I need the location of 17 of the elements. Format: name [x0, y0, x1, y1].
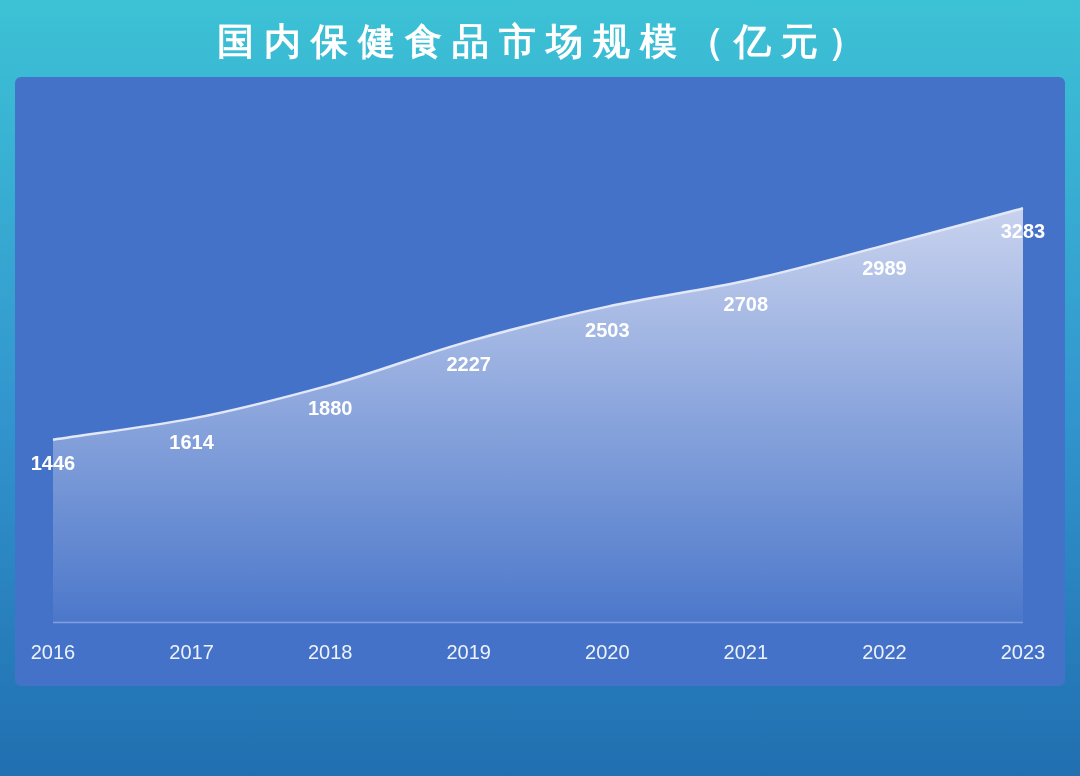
x-tick: 2020 [585, 641, 630, 663]
x-tick: 2023 [1000, 641, 1046, 663]
data-label: 2989 [862, 257, 907, 280]
data-label: 2503 [585, 318, 630, 341]
data-label: 2708 [723, 292, 769, 315]
title: 国内保健食品市场规模（亿元） [217, 21, 875, 62]
x-tick: 2018 [307, 641, 353, 663]
data-label: 1446 [30, 451, 76, 474]
x-tick: 2022 [862, 641, 907, 663]
data-label: 1880 [307, 397, 353, 420]
x-tick: 2021 [723, 641, 769, 663]
x-tick: 2017 [169, 641, 214, 663]
x-tick: 2019 [446, 641, 491, 663]
data-label: 3283 [1000, 220, 1046, 243]
data-label: 2227 [446, 353, 491, 376]
data-label: 1614 [169, 430, 214, 453]
x-tick: 2016 [30, 641, 76, 663]
